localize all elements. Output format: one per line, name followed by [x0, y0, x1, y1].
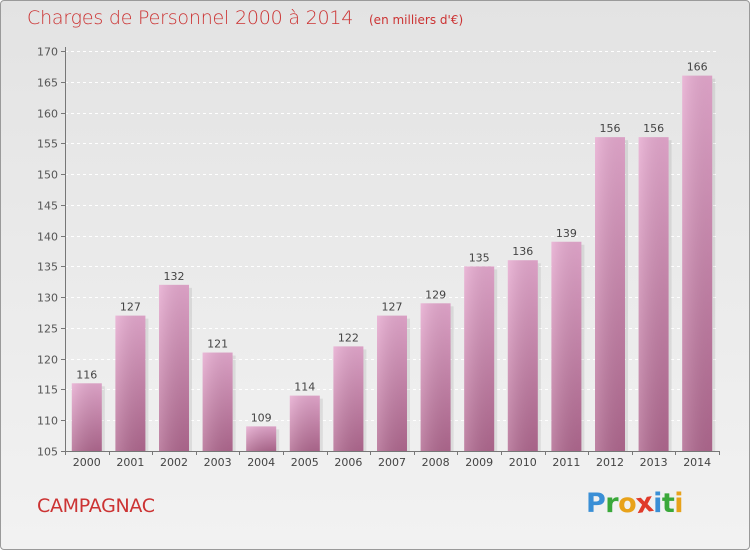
data-label-2011: 139: [556, 227, 577, 240]
data-label-2005: 114: [294, 381, 315, 394]
data-label-2004: 109: [251, 411, 272, 424]
proxiti-logo[interactable]: Proxiti: [586, 486, 684, 521]
axes: [61, 47, 720, 455]
x-tick-label-2011: 2011: [552, 456, 580, 469]
bar-highlight: [464, 266, 495, 451]
logo-letter: x: [634, 486, 656, 521]
y-tick-label: 160: [37, 108, 58, 121]
data-labels: 116 127 132 121 109 114 122 127 129 135 136 139 156 1…: [76, 61, 707, 425]
y-tick-label: 145: [37, 200, 58, 213]
y-tick-label: 105: [37, 446, 58, 459]
bar-highlight: [202, 352, 233, 451]
x-tick-label-2014: 2014: [683, 456, 711, 469]
logo-letter: r: [605, 488, 619, 519]
bar-highlight: [551, 241, 582, 451]
x-tick-label-2008: 2008: [422, 456, 450, 469]
data-label-2006: 122: [338, 331, 359, 344]
x-tick-label-2007: 2007: [378, 456, 406, 469]
data-label-2009: 135: [469, 251, 490, 264]
data-label-2002: 132: [164, 270, 185, 283]
y-tick-label: 130: [37, 292, 58, 305]
logo-letter: i: [653, 488, 662, 519]
bar-highlight: [71, 383, 102, 451]
data-label-2000: 116: [76, 368, 97, 381]
y-tick-label: 125: [37, 323, 58, 336]
y-tick-label: 155: [37, 138, 58, 151]
x-tick-label-2006: 2006: [334, 456, 362, 469]
x-tick-label-2000: 2000: [73, 456, 101, 469]
bar-highlight: [289, 395, 320, 451]
bar-highlight: [246, 426, 277, 451]
x-tick-label-2001: 2001: [116, 456, 144, 469]
x-tick-label-2009: 2009: [465, 456, 493, 469]
bar-highlight: [420, 303, 451, 451]
x-tick-label-2013: 2013: [640, 456, 668, 469]
bar-highlight: [333, 346, 364, 451]
y-tick-label: 110: [37, 415, 58, 428]
bar-highlight: [377, 315, 407, 451]
bars: [71, 75, 716, 451]
commune-name: CAMPAGNAC: [37, 495, 155, 517]
x-tick-label-2005: 2005: [291, 456, 319, 469]
y-tick-label: 120: [37, 354, 58, 367]
bar-highlight: [115, 315, 146, 451]
bar-highlight: [638, 137, 669, 451]
data-label-2001: 127: [120, 301, 141, 314]
logo-letter: P: [586, 488, 606, 519]
data-label-2003: 121: [207, 338, 228, 351]
chart-subtitle: (en milliers d'€): [369, 13, 464, 27]
x-tick-label-2004: 2004: [247, 456, 275, 469]
data-label-2014: 166: [687, 61, 708, 74]
y-tick-label: 170: [37, 46, 58, 59]
bar-highlight: [595, 137, 625, 451]
y-tick-label: 150: [37, 169, 58, 182]
x-tick-label-2003: 2003: [204, 456, 232, 469]
bar-highlight: [682, 75, 713, 451]
data-label-2008: 129: [425, 288, 446, 301]
y-tick-label: 135: [37, 261, 58, 274]
data-label-2007: 127: [382, 301, 403, 314]
y-tick-label: 165: [37, 77, 58, 90]
y-tick-labels: 105 110 115 120 125 130 135 140 145 150 155 160 165 1…: [37, 46, 58, 459]
data-label-2012: 156: [600, 122, 621, 135]
logo-letter: t: [661, 488, 675, 519]
bar-highlight: [507, 260, 538, 451]
chart-title: Charges de Personnel 2000 à 2014: [27, 7, 354, 29]
data-label-2013: 156: [643, 122, 664, 135]
data-label-2010: 136: [512, 245, 533, 258]
x-tick-labels: 2000 2001 2002 2003 2004 2005 2006 2007 2008 2009…: [73, 456, 711, 469]
y-tick-label: 140: [37, 231, 58, 244]
logo-letter: o: [618, 488, 637, 519]
y-tick-label: 115: [37, 384, 58, 397]
x-tick-label-2012: 2012: [596, 456, 624, 469]
x-tick-label-2010: 2010: [509, 456, 537, 469]
bar-highlight: [159, 284, 189, 451]
logo-letter: i: [674, 488, 684, 519]
x-tick-label-2002: 2002: [160, 456, 188, 469]
